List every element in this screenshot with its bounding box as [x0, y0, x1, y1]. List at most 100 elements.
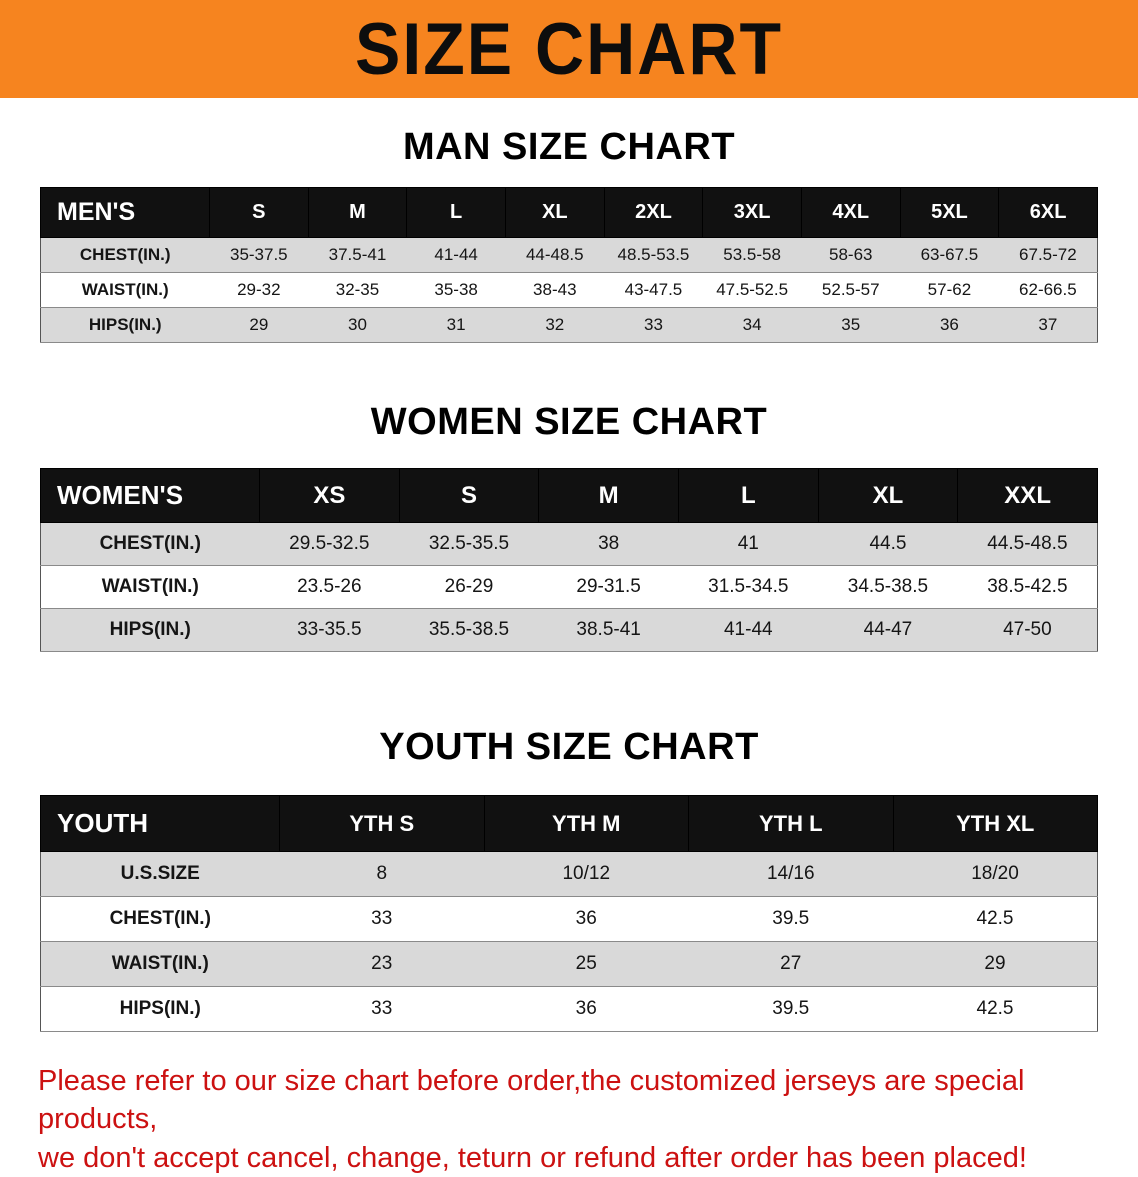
table-row: CHEST(IN.) 33 36 39.5 42.5: [40, 896, 1098, 942]
size-header-cell: 4XL: [800, 187, 901, 238]
value-cell: 32: [505, 307, 605, 343]
value-cell: 41-44: [678, 608, 819, 652]
value-cell: 48.5-53.5: [604, 237, 703, 273]
banner-title: SIZE CHART: [355, 7, 783, 91]
value-cell: 58-63: [801, 237, 901, 273]
value-cell: 33: [279, 986, 484, 1032]
footer-note-line-2: we don't accept cancel, change, teturn o…: [38, 1141, 1027, 1174]
value-cell: 32.5-35.5: [399, 522, 539, 566]
size-header-cell: S: [398, 468, 540, 523]
mens-section: MAN SIZE CHART MEN'S S M L XL 2XL 3XL 4XL 5XL 6XL…: [0, 126, 1138, 343]
value-cell: 47.5-52.5: [702, 272, 802, 308]
row-label-cell: HIPS(IN.): [40, 307, 210, 343]
size-header-cell: L: [677, 468, 819, 523]
value-cell: 41-44: [406, 237, 506, 273]
size-header-cell: YTH S: [279, 795, 485, 852]
size-chart-banner: SIZE CHART: [0, 0, 1138, 98]
value-cell: 29: [209, 307, 309, 343]
table-row: HIPS(IN.) 33 36 39.5 42.5: [40, 986, 1098, 1032]
value-cell: 44.5: [818, 522, 958, 566]
value-cell: 39.5: [688, 896, 893, 942]
table-row: CHEST(IN.) 35-37.5 37.5-41 41-44 44-48.5 48.5…: [40, 237, 1098, 273]
size-header-cell: YTH XL: [892, 795, 1098, 852]
table-header-row: MEN'S S M L XL 2XL 3XL 4XL 5XL 6XL: [40, 187, 1098, 238]
value-cell: 31.5-34.5: [678, 565, 819, 609]
value-cell: 38: [538, 522, 679, 566]
table-header-row: YOUTH YTH S YTH M YTH L YTH XL: [40, 795, 1098, 852]
value-cell: 23: [279, 941, 484, 987]
row-label-cell: HIPS(IN.): [40, 608, 260, 652]
value-cell: 33: [604, 307, 703, 343]
size-header-cell: 5XL: [899, 187, 1000, 238]
value-cell: 63-67.5: [900, 237, 999, 273]
value-cell: 35-37.5: [209, 237, 309, 273]
size-header-cell: 6XL: [998, 187, 1098, 238]
size-header-cell: S: [209, 187, 309, 238]
value-cell: 38-43: [505, 272, 605, 308]
value-cell: 38.5-41: [538, 608, 679, 652]
size-header-cell: L: [406, 187, 506, 238]
table-row: CHEST(IN.) 29.5-32.5 32.5-35.5 38 41 44.5 44.5…: [40, 522, 1098, 566]
value-cell: 8: [279, 851, 484, 897]
value-cell: 35-38: [406, 272, 506, 308]
value-cell: 25: [484, 941, 689, 987]
row-label-cell: HIPS(IN.): [40, 986, 280, 1032]
value-cell: 29-31.5: [538, 565, 679, 609]
youth-section: YOUTH SIZE CHART YOUTH YTH S YTH M YTH L YTH…: [0, 726, 1138, 1032]
value-cell: 47-50: [957, 608, 1098, 652]
youth-section-heading: YOUTH SIZE CHART: [379, 726, 759, 768]
value-cell: 31: [406, 307, 506, 343]
row-label-cell: CHEST(IN.): [40, 896, 280, 942]
value-cell: 67.5-72: [998, 237, 1098, 273]
value-cell: 43-47.5: [604, 272, 703, 308]
size-header-cell: M: [307, 187, 408, 238]
table-title-cell: YOUTH: [40, 795, 280, 852]
value-cell: 37: [998, 307, 1098, 343]
size-header-cell: M: [538, 468, 679, 523]
value-cell: 52.5-57: [801, 272, 901, 308]
table-row: WAIST(IN.) 29-32 32-35 35-38 38-43 43-47.5 47.…: [40, 272, 1098, 308]
value-cell: 23.5-26: [259, 565, 400, 609]
mens-section-heading: MAN SIZE CHART: [402, 126, 736, 168]
value-cell: 32-35: [308, 272, 407, 308]
womens-size-table: WOMEN'S XS S M L XL XXL CHEST(IN.) 29.5-32.5 32.5…: [40, 468, 1098, 652]
value-cell: 39.5: [688, 986, 893, 1032]
value-cell: 41: [678, 522, 819, 566]
row-label-cell: U.S.SIZE: [40, 851, 280, 897]
value-cell: 10/12: [484, 851, 689, 897]
table-row: WAIST(IN.) 23.5-26 26-29 29-31.5 31.5-34.5 34…: [40, 565, 1098, 609]
value-cell: 36: [900, 307, 999, 343]
table-row: U.S.SIZE 8 10/12 14/16 18/20: [40, 851, 1098, 897]
size-header-cell: XXL: [957, 468, 1098, 523]
size-header-cell: XL: [817, 468, 959, 523]
value-cell: 38.5-42.5: [957, 565, 1098, 609]
value-cell: 27: [688, 941, 893, 987]
value-cell: 37.5-41: [308, 237, 407, 273]
value-cell: 34: [702, 307, 802, 343]
value-cell: 44-48.5: [505, 237, 605, 273]
value-cell: 35: [801, 307, 901, 343]
value-cell: 29: [893, 941, 1098, 987]
row-label-cell: WAIST(IN.): [40, 565, 260, 609]
row-label-cell: CHEST(IN.): [40, 237, 210, 273]
value-cell: 42.5: [893, 896, 1098, 942]
size-header-cell: XS: [259, 468, 400, 523]
value-cell: 36: [484, 986, 689, 1032]
value-cell: 18/20: [893, 851, 1098, 897]
womens-section-heading: WOMEN SIZE CHART: [370, 401, 768, 443]
value-cell: 42.5: [893, 986, 1098, 1032]
footer-note-line-1: Please refer to our size chart before or…: [38, 1065, 1025, 1136]
value-cell: 14/16: [688, 851, 893, 897]
value-cell: 44.5-48.5: [957, 522, 1098, 566]
value-cell: 30: [308, 307, 407, 343]
row-label-cell: WAIST(IN.): [40, 272, 210, 308]
size-header-cell: YTH L: [688, 795, 894, 852]
row-label-cell: CHEST(IN.): [40, 522, 260, 566]
value-cell: 29-32: [209, 272, 309, 308]
value-cell: 57-62: [900, 272, 999, 308]
value-cell: 26-29: [399, 565, 539, 609]
value-cell: 62-66.5: [998, 272, 1098, 308]
table-row: HIPS(IN.) 33-35.5 35.5-38.5 38.5-41 41-44 44-…: [40, 608, 1098, 652]
table-row: WAIST(IN.) 23 25 27 29: [40, 941, 1098, 987]
